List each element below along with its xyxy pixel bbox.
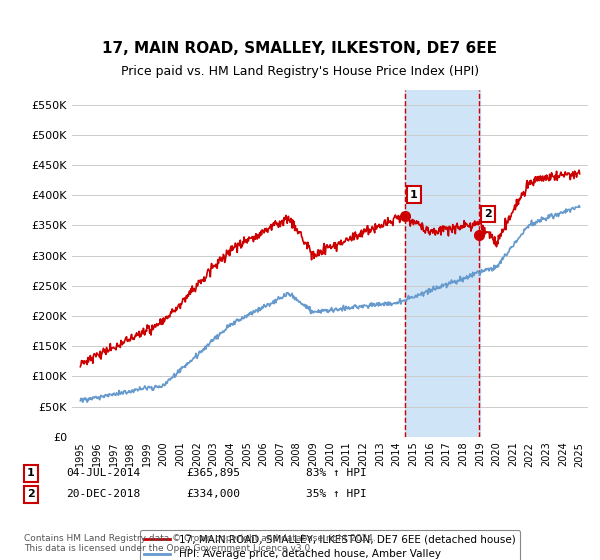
Text: 2: 2	[484, 209, 492, 219]
Text: 1: 1	[410, 190, 418, 200]
Text: Price paid vs. HM Land Registry's House Price Index (HPI): Price paid vs. HM Land Registry's House …	[121, 66, 479, 78]
Legend: 17, MAIN ROAD, SMALLEY, ILKESTON, DE7 6EE (detached house), HPI: Average price, : 17, MAIN ROAD, SMALLEY, ILKESTON, DE7 6E…	[140, 530, 520, 560]
Text: 83% ↑ HPI: 83% ↑ HPI	[306, 468, 367, 478]
Text: 20-DEC-2018: 20-DEC-2018	[66, 489, 140, 500]
Text: 04-JUL-2014: 04-JUL-2014	[66, 468, 140, 478]
Text: 17, MAIN ROAD, SMALLEY, ILKESTON, DE7 6EE: 17, MAIN ROAD, SMALLEY, ILKESTON, DE7 6E…	[103, 41, 497, 56]
Text: Contains HM Land Registry data © Crown copyright and database right 2024.
This d: Contains HM Land Registry data © Crown c…	[24, 534, 376, 553]
Text: 2: 2	[27, 489, 35, 500]
Text: £334,000: £334,000	[186, 489, 240, 500]
Bar	[405, 90, 480, 437]
Text: 1: 1	[27, 468, 35, 478]
Text: 35% ↑ HPI: 35% ↑ HPI	[306, 489, 367, 500]
Text: £365,895: £365,895	[186, 468, 240, 478]
